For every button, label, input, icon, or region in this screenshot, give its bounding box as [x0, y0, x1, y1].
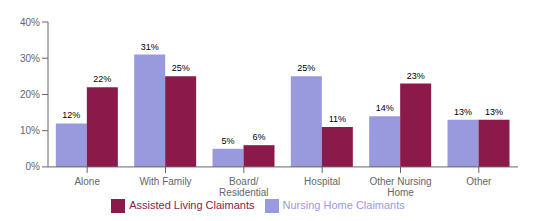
svg-text:31%: 31% — [141, 42, 159, 52]
svg-text:Board/Residential: Board/Residential — [219, 176, 268, 198]
svg-text:13%: 13% — [454, 107, 472, 117]
html-text:Assisted Living Claimants: Assisted Living Claimants — [129, 198, 255, 211]
svg-text:6%: 6% — [252, 132, 265, 142]
svg-text:With Family: With Family — [139, 176, 191, 187]
html-text:Nursing Home Claimants: Nursing Home Claimants — [282, 198, 405, 211]
svg-text:23%: 23% — [407, 71, 425, 81]
svg-text:30%: 30% — [20, 53, 40, 64]
svg-text:14%: 14% — [376, 103, 394, 113]
svg-text:20%: 20% — [20, 89, 40, 100]
svg-text:0%: 0% — [26, 161, 41, 172]
svg-text:10%: 10% — [20, 125, 40, 136]
svg-text:Other: Other — [466, 176, 492, 187]
svg-text:11%: 11% — [329, 114, 346, 124]
svg-text:40%: 40% — [20, 17, 40, 28]
svg-text:25%: 25% — [172, 63, 190, 73]
svg-text:13%: 13% — [485, 107, 503, 117]
svg-text:25%: 25% — [297, 63, 315, 73]
svg-text:12%: 12% — [62, 110, 80, 120]
svg-text:Other NursingHome: Other NursingHome — [369, 176, 431, 198]
svg-text:5%: 5% — [221, 136, 234, 146]
svg-text:22%: 22% — [93, 74, 111, 84]
svg-text:Hospital: Hospital — [304, 176, 340, 187]
svg-text:Alone: Alone — [74, 176, 100, 187]
